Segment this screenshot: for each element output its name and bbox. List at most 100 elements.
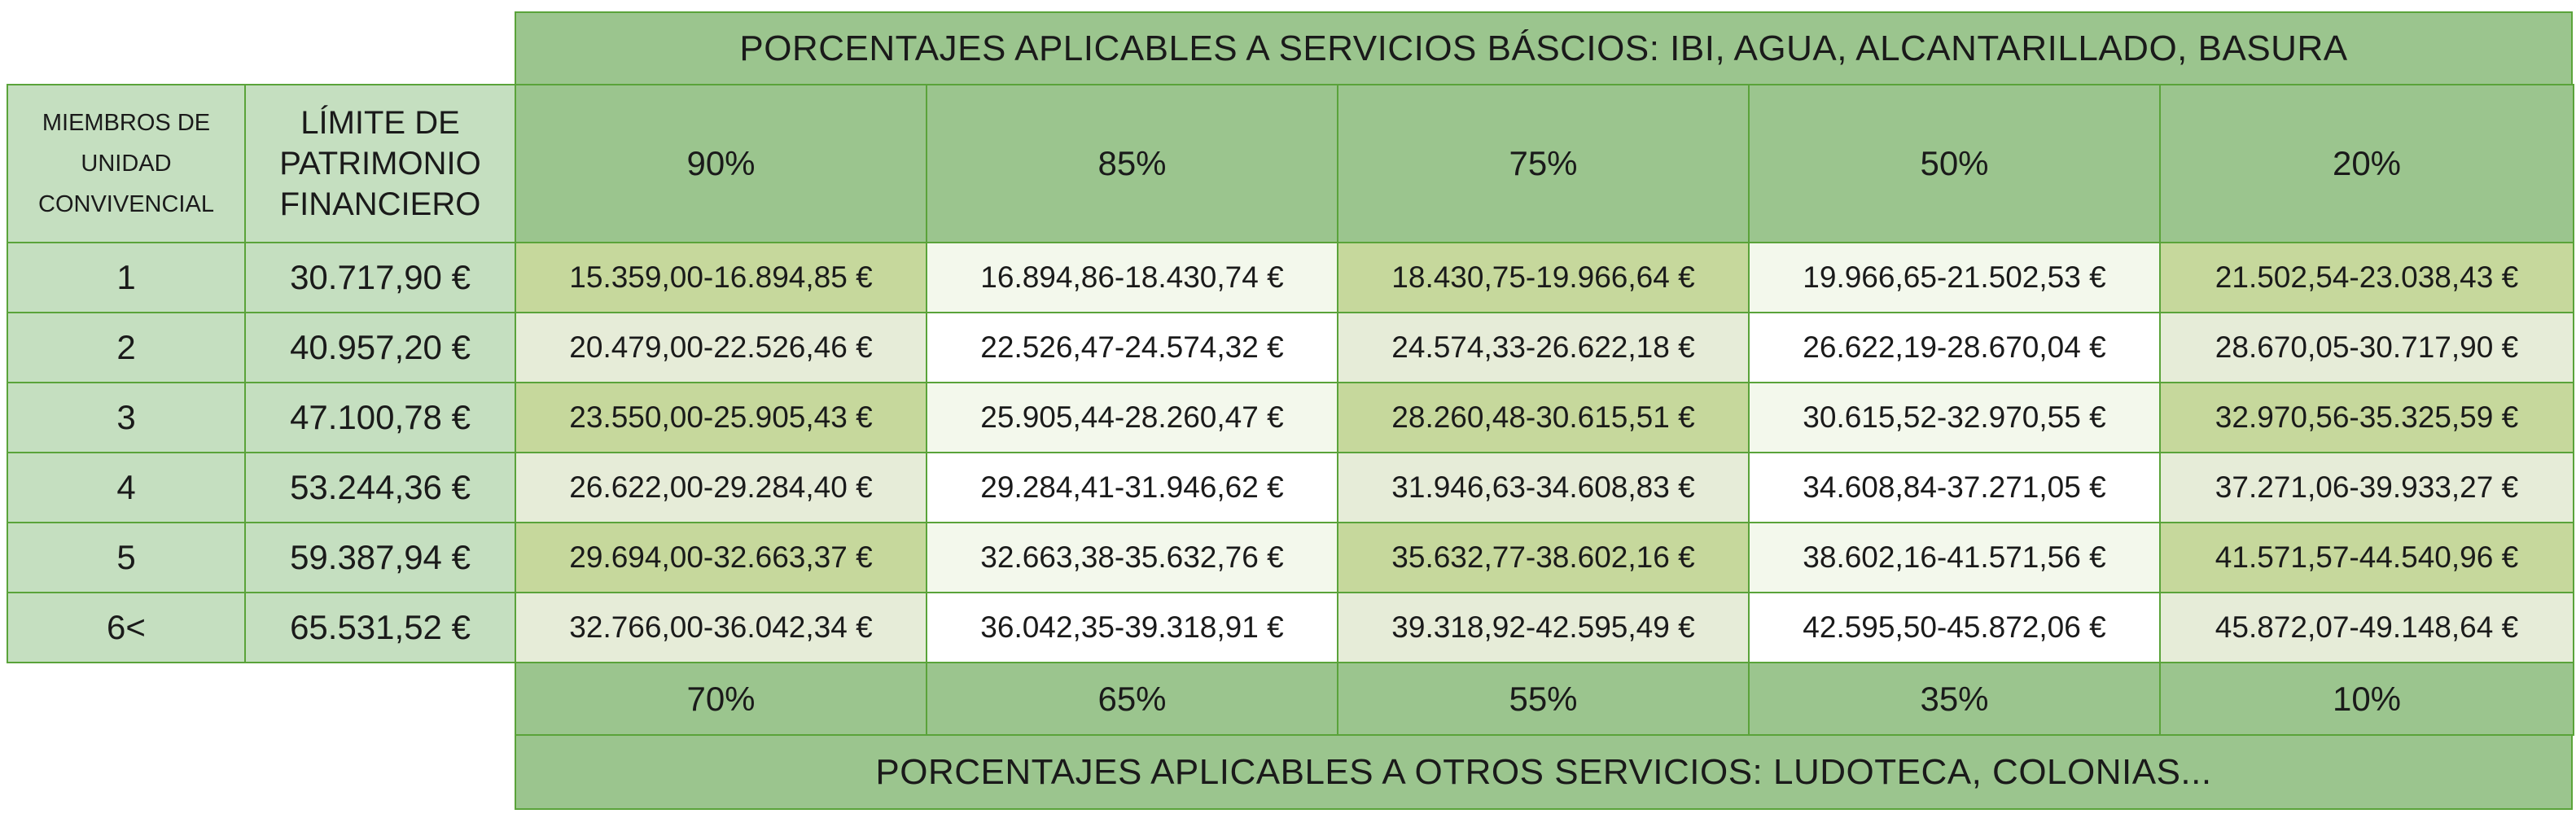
members-count-text: 3 bbox=[116, 398, 136, 436]
income-range-text: 35.632,77-38.602,16 € bbox=[1391, 540, 1695, 574]
income-range: 41.571,57-44.540,96 € bbox=[2159, 522, 2574, 593]
income-range: 16.894,86-18.430,74 € bbox=[926, 242, 1338, 313]
header-limit: LÍMITE DE PATRIMONIO FINANCIERO bbox=[244, 84, 516, 243]
income-range-text: 30.615,52-32.970,55 € bbox=[1803, 400, 2106, 434]
members-count-text: 4 bbox=[116, 468, 136, 506]
financial-limit: 59.387,94 € bbox=[244, 522, 516, 593]
income-range: 29.284,41-31.946,62 € bbox=[926, 452, 1338, 523]
income-range-text: 25.905,44-28.260,47 € bbox=[980, 400, 1284, 434]
financial-limit: 47.100,78 € bbox=[244, 382, 516, 453]
bottom-percentage-text: 70% bbox=[686, 679, 756, 718]
members-count-text: 1 bbox=[116, 258, 136, 296]
financial-limit-text: 40.957,20 € bbox=[290, 328, 471, 366]
financial-limit: 53.244,36 € bbox=[244, 452, 516, 523]
bottom-title: PORCENTAJES APLICABLES A OTROS SERVICIOS… bbox=[515, 734, 2573, 810]
income-range-text: 32.663,38-35.632,76 € bbox=[980, 540, 1284, 574]
bottom-percentage-text: 35% bbox=[1920, 679, 1989, 718]
bottom-percentage-text: 65% bbox=[1097, 679, 1167, 718]
income-range: 26.622,19-28.670,04 € bbox=[1748, 312, 2161, 383]
income-range: 22.526,47-24.574,32 € bbox=[926, 312, 1338, 383]
income-range: 45.872,07-49.148,64 € bbox=[2159, 592, 2574, 663]
top-percentage: 75% bbox=[1337, 84, 1750, 243]
income-range-text: 15.359,00-16.894,85 € bbox=[569, 260, 873, 294]
financial-limit: 65.531,52 € bbox=[244, 592, 516, 663]
income-range: 28.670,05-30.717,90 € bbox=[2159, 312, 2574, 383]
top-percentage: 90% bbox=[515, 84, 927, 243]
income-range-text: 21.502,54-23.038,43 € bbox=[2215, 260, 2519, 294]
members-count: 3 bbox=[7, 382, 246, 453]
top-percentage-text: 50% bbox=[1920, 144, 1989, 182]
top-percentage-text: 85% bbox=[1097, 144, 1167, 182]
income-range-text: 20.479,00-22.526,46 € bbox=[569, 330, 873, 364]
financial-limit: 30.717,90 € bbox=[244, 242, 516, 313]
members-count: 5 bbox=[7, 522, 246, 593]
members-count: 6< bbox=[7, 592, 246, 663]
income-range: 19.966,65-21.502,53 € bbox=[1748, 242, 2161, 313]
financial-limit-text: 47.100,78 € bbox=[290, 398, 471, 436]
income-range-text: 39.318,92-42.595,49 € bbox=[1391, 610, 1695, 644]
income-range: 20.479,00-22.526,46 € bbox=[515, 312, 927, 383]
top-percentage-text: 75% bbox=[1509, 144, 1578, 182]
financial-limit-text: 65.531,52 € bbox=[290, 608, 471, 646]
income-range: 35.632,77-38.602,16 € bbox=[1337, 522, 1750, 593]
income-range: 23.550,00-25.905,43 € bbox=[515, 382, 927, 453]
financial-limit-text: 30.717,90 € bbox=[290, 258, 471, 296]
income-range-text: 26.622,19-28.670,04 € bbox=[1803, 330, 2106, 364]
income-range-text: 32.766,00-36.042,34 € bbox=[569, 610, 873, 644]
income-range-text: 31.946,63-34.608,83 € bbox=[1391, 470, 1695, 504]
income-range: 34.608,84-37.271,05 € bbox=[1748, 452, 2161, 523]
income-range: 26.622,00-29.284,40 € bbox=[515, 452, 927, 523]
income-range: 18.430,75-19.966,64 € bbox=[1337, 242, 1750, 313]
top-percentage: 50% bbox=[1748, 84, 2161, 243]
income-range: 36.042,35-39.318,91 € bbox=[926, 592, 1338, 663]
header-members-text: MIEMBROS DE UNIDAD CONVIVENCIAL bbox=[38, 110, 214, 217]
income-range-text: 18.430,75-19.966,64 € bbox=[1391, 260, 1695, 294]
income-range: 30.615,52-32.970,55 € bbox=[1748, 382, 2161, 453]
top-title: PORCENTAJES APLICABLES A SERVICIOS BÁSCI… bbox=[515, 11, 2573, 85]
income-range-text: 34.608,84-37.271,05 € bbox=[1803, 470, 2106, 504]
members-count: 1 bbox=[7, 242, 246, 313]
financial-limit-text: 53.244,36 € bbox=[290, 468, 471, 506]
bottom-percentage: 65% bbox=[926, 662, 1338, 736]
income-range: 37.271,06-39.933,27 € bbox=[2159, 452, 2574, 523]
bottom-percentage: 35% bbox=[1748, 662, 2161, 736]
bottom-title-text: PORCENTAJES APLICABLES A OTROS SERVICIOS… bbox=[875, 751, 2212, 792]
bottom-percentage: 55% bbox=[1337, 662, 1750, 736]
bottom-percentage-text: 55% bbox=[1509, 679, 1578, 718]
income-range-text: 29.284,41-31.946,62 € bbox=[980, 470, 1284, 504]
members-count: 2 bbox=[7, 312, 246, 383]
income-range-text: 19.966,65-21.502,53 € bbox=[1803, 260, 2106, 294]
income-range-text: 28.670,05-30.717,90 € bbox=[2215, 330, 2519, 364]
income-range-text: 42.595,50-45.872,06 € bbox=[1803, 610, 2106, 644]
top-percentage-text: 20% bbox=[2332, 144, 2402, 182]
members-count-text: 6< bbox=[107, 608, 146, 646]
bottom-percentage: 10% bbox=[2159, 662, 2574, 736]
income-range-text: 36.042,35-39.318,91 € bbox=[980, 610, 1284, 644]
bottom-percentage: 70% bbox=[515, 662, 927, 736]
income-range-text: 29.694,00-32.663,37 € bbox=[569, 540, 873, 574]
income-range-text: 37.271,06-39.933,27 € bbox=[2215, 470, 2519, 504]
income-range-text: 23.550,00-25.905,43 € bbox=[569, 400, 873, 434]
income-range: 31.946,63-34.608,83 € bbox=[1337, 452, 1750, 523]
income-range: 39.318,92-42.595,49 € bbox=[1337, 592, 1750, 663]
members-count: 4 bbox=[7, 452, 246, 523]
income-range: 32.970,56-35.325,59 € bbox=[2159, 382, 2574, 453]
income-range: 21.502,54-23.038,43 € bbox=[2159, 242, 2574, 313]
income-range-text: 24.574,33-26.622,18 € bbox=[1391, 330, 1695, 364]
income-range-text: 26.622,00-29.284,40 € bbox=[569, 470, 873, 504]
income-range: 29.694,00-32.663,37 € bbox=[515, 522, 927, 593]
income-range-text: 22.526,47-24.574,32 € bbox=[980, 330, 1284, 364]
income-range-text: 28.260,48-30.615,51 € bbox=[1391, 400, 1695, 434]
header-members: MIEMBROS DE UNIDAD CONVIVENCIAL bbox=[7, 84, 246, 243]
top-percentage-text: 90% bbox=[686, 144, 756, 182]
members-count-text: 5 bbox=[116, 538, 136, 576]
income-range: 32.766,00-36.042,34 € bbox=[515, 592, 927, 663]
income-range: 15.359,00-16.894,85 € bbox=[515, 242, 927, 313]
financial-limit: 40.957,20 € bbox=[244, 312, 516, 383]
income-range: 32.663,38-35.632,76 € bbox=[926, 522, 1338, 593]
income-range: 28.260,48-30.615,51 € bbox=[1337, 382, 1750, 453]
financial-limit-text: 59.387,94 € bbox=[290, 538, 471, 576]
income-range-text: 38.602,16-41.571,56 € bbox=[1803, 540, 2106, 574]
income-range-text: 45.872,07-49.148,64 € bbox=[2215, 610, 2519, 644]
income-range-text: 32.970,56-35.325,59 € bbox=[2215, 400, 2519, 434]
